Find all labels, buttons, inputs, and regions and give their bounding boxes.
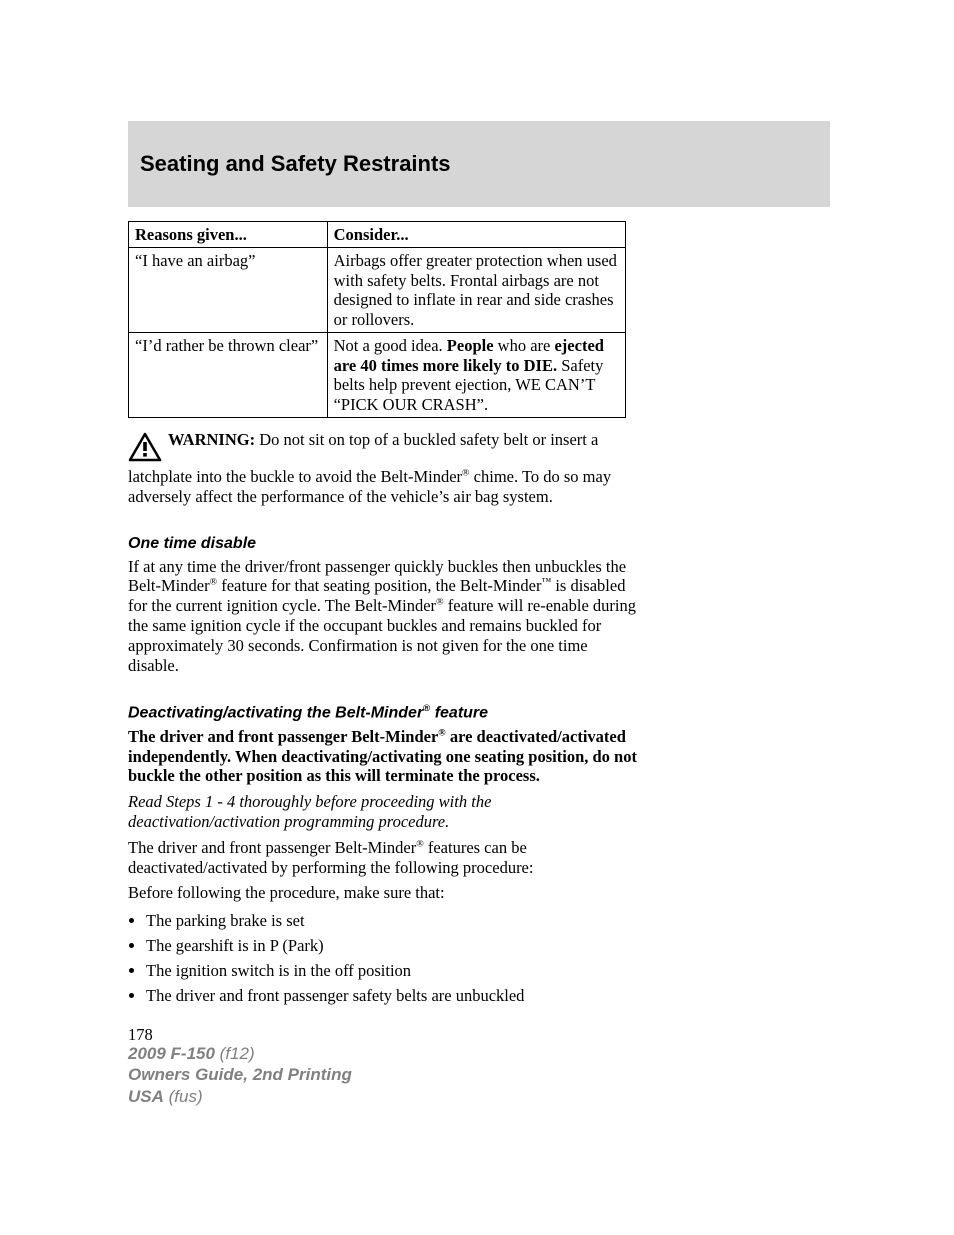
reasons-table: Reasons given... Consider... “I have an … — [128, 221, 626, 418]
page-content: Reasons given... Consider... “I have an … — [128, 221, 642, 1045]
tm-mark: ™ — [542, 577, 552, 588]
cell-reason: “I’d rather be thrown clear” — [129, 333, 328, 418]
text: The driver and front passenger Belt-Mind… — [128, 838, 416, 857]
list-item: The ignition switch is in the off positi… — [146, 959, 642, 982]
paragraph: The driver and front passenger Belt-Mind… — [128, 838, 642, 878]
subheading-deactivating: Deactivating/activating the Belt-Minder®… — [128, 703, 642, 722]
reg-mark: ® — [436, 597, 444, 608]
warning-label: WARNING: — [168, 430, 255, 449]
text: Deactivating/activating the Belt-Minder — [128, 705, 423, 722]
warning-icon — [128, 432, 162, 467]
list-item: The parking brake is set — [146, 909, 642, 932]
paragraph-bold: The driver and front passenger Belt-Mind… — [128, 727, 642, 786]
warning-text: WARNING: Do not sit on top of a buckled … — [128, 430, 611, 506]
reg-mark: ® — [438, 727, 445, 738]
list-item: The gearshift is in P (Park) — [146, 934, 642, 957]
section-title: Seating and Safety Restraints — [140, 151, 451, 177]
cell-consider: Not a good idea. People who are ejected … — [327, 333, 625, 418]
footer: 2009 F-150 (f12) Owners Guide, 2nd Print… — [128, 1043, 352, 1107]
cell-reason: “I have an airbag” — [129, 248, 328, 333]
prerequisite-list: The parking brake is set The gearshift i… — [128, 909, 642, 1007]
text: Not a good idea. — [334, 336, 447, 355]
table-row: “I have an airbag” Airbags offer greater… — [129, 248, 626, 333]
reg-mark: ® — [462, 468, 470, 479]
warning-block: WARNING: Do not sit on top of a buckled … — [128, 430, 642, 506]
table-header-row: Reasons given... Consider... — [129, 222, 626, 248]
table-row: “I’d rather be thrown clear” Not a good … — [129, 333, 626, 418]
list-item: The driver and front passenger safety be… — [146, 984, 642, 1007]
header-bar: Seating and Safety Restraints — [128, 121, 830, 207]
paragraph-italic: Read Steps 1 - 4 thoroughly before proce… — [128, 792, 642, 832]
footer-model: 2009 F-150 — [128, 1044, 215, 1063]
reg-mark: ® — [416, 838, 424, 849]
footer-code: (f12) — [215, 1044, 255, 1063]
text: feature — [430, 705, 488, 722]
text: who are — [494, 336, 555, 355]
text: feature for that seating position, the B… — [217, 576, 541, 595]
col-header-consider: Consider... — [327, 222, 625, 248]
footer-code2: (fus) — [164, 1087, 203, 1106]
col-header-reasons: Reasons given... — [129, 222, 328, 248]
text-bold: People — [447, 336, 494, 355]
footer-guide: Owners Guide, 2nd Printing — [128, 1065, 352, 1084]
cell-consider: Airbags offer greater protection when us… — [327, 248, 625, 333]
footer-line-3: USA (fus) — [128, 1086, 352, 1107]
subheading-one-time-disable: One time disable — [128, 535, 642, 553]
paragraph: If at any time the driver/front passenge… — [128, 557, 642, 676]
footer-region: USA — [128, 1087, 164, 1106]
paragraph: Before following the procedure, make sur… — [128, 883, 642, 903]
footer-line-1: 2009 F-150 (f12) — [128, 1043, 352, 1064]
text: The driver and front passenger Belt-Mind… — [128, 727, 438, 746]
reg-mark: ® — [210, 577, 218, 588]
footer-line-2: Owners Guide, 2nd Printing — [128, 1064, 352, 1085]
